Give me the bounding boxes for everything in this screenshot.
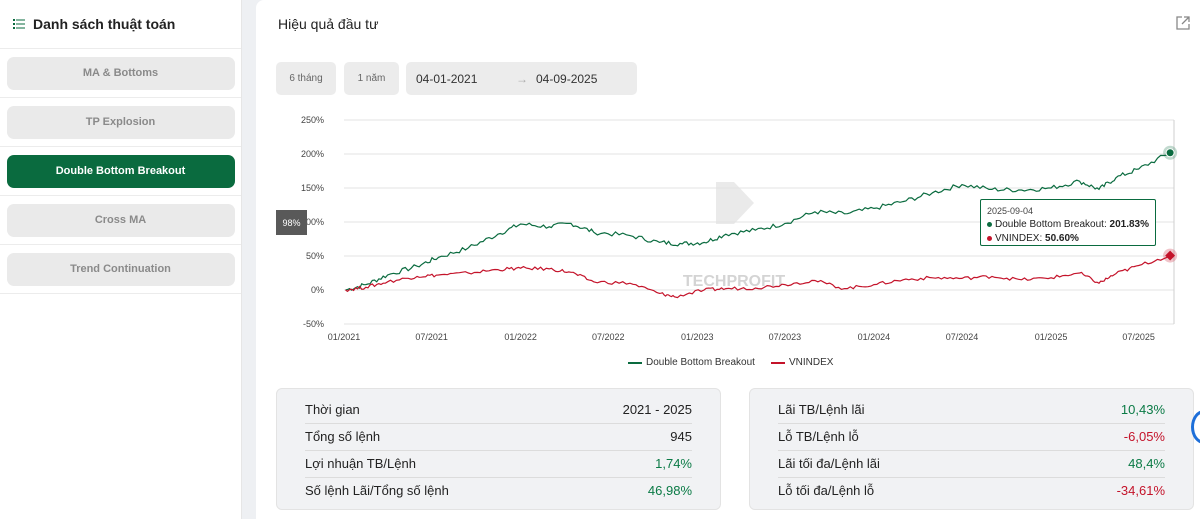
list-icon <box>13 19 25 29</box>
tooltip-vnindex-value: 50.60% <box>1045 233 1079 244</box>
algorithm-sidebar: Danh sách thuật toán MA & Bottoms TP Expl… <box>0 0 242 519</box>
y-tick-label: 200% <box>301 149 324 159</box>
stat-label: Thời gian <box>305 402 360 417</box>
chart-legend: Double Bottom Breakout VNINDEX <box>628 357 849 368</box>
date-to[interactable]: 04-09-2025 <box>536 72 598 86</box>
x-tick-label: 01/2021 <box>328 332 361 342</box>
legend-item-vnindex[interactable]: VNINDEX <box>770 357 834 368</box>
period-1-year-button[interactable]: 1 năm <box>344 62 399 95</box>
stat-label: Số lệnh Lãi/Tổng số lệnh <box>305 483 449 498</box>
x-tick-label: 01/2022 <box>504 332 537 342</box>
watermark-text: TECHPROFIT <box>683 273 785 290</box>
stat-label: Lỗ TB/Lệnh lỗ <box>778 429 859 444</box>
sidebar-title: Danh sách thuật toán <box>33 16 176 32</box>
stat-value: 48,4% <box>1128 456 1165 471</box>
x-tick-label: 07/2025 <box>1122 332 1155 342</box>
y-tick-label: -50% <box>303 319 324 329</box>
hover-value-badge: 98% <box>276 210 307 235</box>
red-dot-icon <box>987 235 992 241</box>
stat-row: Số lệnh Lãi/Tổng số lệnh 46,98% <box>305 477 692 504</box>
tooltip-row-strategy: Double Bottom Breakout: 201.83% <box>987 218 1155 232</box>
series-end-point <box>1165 250 1176 261</box>
date-arrow-icon: → <box>516 72 528 86</box>
date-range-picker[interactable]: 04-01-2021 → 04-09-2025 <box>406 62 637 95</box>
tooltip-strategy-name: Double Bottom Breakout <box>995 219 1104 230</box>
stat-row: Lãi tối đa/Lệnh lãi 48,4% <box>778 450 1165 478</box>
green-dot-icon <box>987 221 992 227</box>
x-tick-label: 07/2022 <box>592 332 625 342</box>
algorithm-row: TP Explosion <box>0 98 241 147</box>
algorithm-button[interactable]: Double Bottom Breakout <box>6 154 235 188</box>
date-from[interactable]: 04-01-2021 <box>416 72 478 86</box>
x-tick-label: 07/2023 <box>769 332 802 342</box>
stat-row: Lãi TB/Lệnh lãi 10,43% <box>778 396 1165 424</box>
x-tick-label: 01/2025 <box>1035 332 1068 342</box>
series-line-strategy <box>345 152 1171 291</box>
tooltip-strategy-value: 201.83% <box>1109 219 1149 230</box>
x-tick-label: 01/2024 <box>858 332 891 342</box>
stat-value: 10,43% <box>1120 402 1165 417</box>
watermark-logo <box>716 182 754 224</box>
algorithm-row: Cross MA <box>0 196 241 245</box>
y-tick-label: 100% <box>301 217 324 227</box>
stat-label: Lãi TB/Lệnh lãi <box>778 402 865 417</box>
chart-tooltip: 2025-09-04 Double Bottom Breakout: 201.8… <box>980 199 1156 246</box>
y-tick-label: 50% <box>306 251 324 261</box>
expand-icon[interactable] <box>1176 16 1190 30</box>
algorithm-button[interactable]: MA & Bottoms <box>6 56 235 90</box>
stat-row: Lỗ tối đa/Lệnh lỗ -34,61% <box>778 477 1165 504</box>
x-tick-label: 01/2023 <box>681 332 714 342</box>
stat-row: Lỗ TB/Lệnh lỗ -6,05% <box>778 423 1165 451</box>
algorithm-row: MA & Bottoms <box>0 49 241 98</box>
stat-label: Tổng số lệnh <box>305 429 381 444</box>
stat-value: -34,61% <box>1116 483 1165 498</box>
sidebar-header: Danh sách thuật toán <box>0 0 241 49</box>
tooltip-vnindex-name: VNINDEX <box>995 233 1040 244</box>
algorithm-row: Double Bottom Breakout <box>0 147 241 196</box>
tooltip-date: 2025-09-04 <box>987 206 1034 216</box>
series-line-vnindex <box>345 255 1171 299</box>
algorithm-row: Trend Continuation <box>0 245 241 294</box>
panel-title: Hiệu quả đầu tư <box>278 16 379 32</box>
x-tick-label: 07/2021 <box>415 332 448 342</box>
algorithm-list: MA & Bottoms TP Explosion Double Bottom Br… <box>0 49 241 294</box>
legend-line-icon <box>770 361 785 364</box>
performance-chart: TECHPROFIT 250% 200% 150% 100% 50% 0% -50% 01/20… <box>301 115 1178 342</box>
stat-value: 46,98% <box>647 483 692 498</box>
stat-row: Thời gian 2021 - 2025 <box>305 396 692 424</box>
investment-performance-panel: Hiệu quả đầu tư 6 tháng 1 năm 04-01-2021… <box>256 0 1200 519</box>
legend-line-icon <box>628 361 642 364</box>
stat-value: -6,05% <box>1123 429 1165 444</box>
stat-value: 945 <box>670 429 692 444</box>
y-tick-label: 250% <box>301 115 324 125</box>
stats-card-left: Thời gian 2021 - 2025 Tổng số lệnh 945 Lợi n… <box>276 388 721 510</box>
stat-label: Lợi nhuận TB/Lệnh <box>305 456 416 471</box>
stat-label: Lỗ tối đa/Lệnh lỗ <box>778 483 875 498</box>
legend-item-strategy[interactable]: Double Bottom Breakout <box>628 357 755 368</box>
stat-value: 1,74% <box>655 456 692 471</box>
y-tick-label: 150% <box>301 183 324 193</box>
algorithm-button[interactable]: Cross MA <box>6 203 235 237</box>
tooltip-row-vnindex: VNINDEX: 50.60% <box>987 232 1155 246</box>
stat-value: 2021 - 2025 <box>622 402 692 417</box>
legend-label-vnindex: VNINDEX <box>788 357 834 368</box>
period-6-months-button[interactable]: 6 tháng <box>276 62 336 95</box>
x-tick-label: 07/2024 <box>946 332 979 342</box>
algorithm-button[interactable]: TP Explosion <box>6 105 235 139</box>
stat-row: Lợi nhuận TB/Lệnh 1,74% <box>305 450 692 478</box>
y-tick-label: 0% <box>311 285 324 295</box>
legend-label-strategy: Double Bottom Breakout <box>646 357 755 368</box>
series-end-point <box>1165 148 1175 158</box>
algorithm-button[interactable]: Trend Continuation <box>6 252 235 286</box>
stats-card-right: Lãi TB/Lệnh lãi 10,43% Lỗ TB/Lệnh lỗ -6,05%… <box>749 388 1194 510</box>
stat-label: Lãi tối đa/Lệnh lãi <box>778 456 880 471</box>
stat-row: Tổng số lệnh 945 <box>305 423 692 451</box>
